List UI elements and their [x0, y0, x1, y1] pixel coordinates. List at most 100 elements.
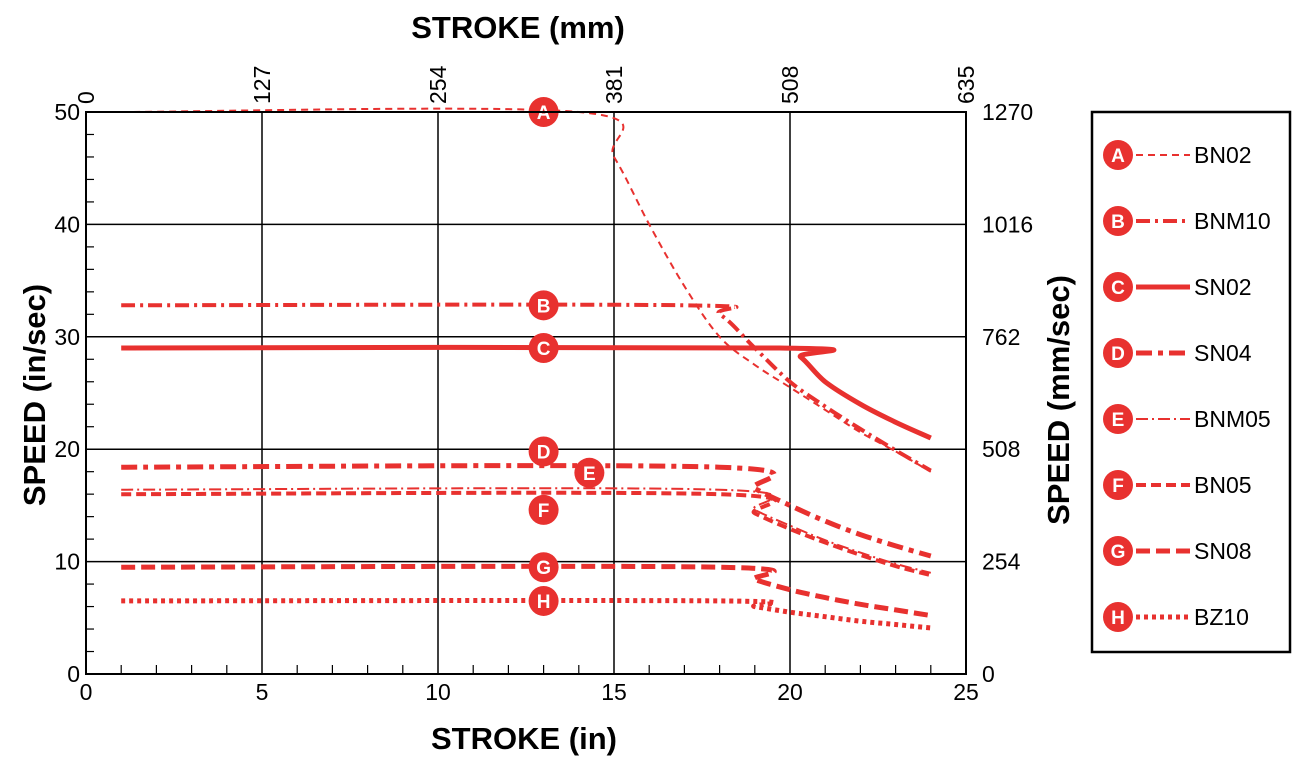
x-axis-title-bottom: STROKE (in) [431, 721, 617, 756]
plot-frame [85, 111, 967, 675]
series-line-bn05 [121, 490, 932, 578]
x-tick-label-top: 635 [953, 66, 979, 104]
series-line-bnm05 [121, 487, 932, 574]
series-badge-b-circle [528, 290, 559, 321]
x-tick-label: 20 [777, 679, 803, 705]
y-tick-label-right: 1016 [982, 211, 1033, 237]
series-badge-g-letter: G [536, 558, 551, 579]
y-tick-label-right: 762 [982, 324, 1020, 350]
y-tick-label-left: 0 [67, 661, 80, 687]
series-line-sn04 [121, 463, 932, 559]
x-tick-label: 0 [80, 679, 93, 705]
series-line-sn02 [121, 344, 932, 441]
x-tick-label: 25 [953, 679, 979, 705]
legend-badge-a: A [1103, 140, 1133, 170]
y-tick-label-right: 254 [982, 549, 1021, 575]
grid [86, 112, 966, 674]
y-axis-title-right: SPEED (mm/sec) [1041, 275, 1076, 525]
series-badge-c-circle [528, 333, 559, 364]
series-line-bz10 [121, 598, 932, 631]
series-badge-f-letter: F [538, 501, 550, 522]
x-tick-label-top: 508 [777, 66, 803, 104]
series-badge-h-letter: H [537, 592, 551, 613]
x-tick-label-top: 381 [601, 66, 627, 104]
legend-badge-f-circle [1103, 470, 1133, 500]
series-lines [121, 107, 932, 631]
x-tick-label: 10 [425, 679, 451, 705]
y-tick-label-left: 50 [54, 99, 80, 125]
legend-badge-c-letter: C [1111, 278, 1125, 299]
legend-label-sn08: SN08 [1194, 538, 1252, 564]
legend-label-sn04: SN04 [1194, 340, 1252, 366]
legend-label-bnm05: BNM05 [1194, 406, 1271, 432]
legend-badge-h-letter: H [1111, 608, 1125, 629]
series-badge-d-circle [528, 436, 559, 467]
legend-label-bz10: BZ10 [1194, 604, 1249, 630]
series-badge-d: D [528, 436, 559, 467]
x-tick-label: 5 [256, 679, 269, 705]
series-badge-g: G [528, 552, 559, 583]
y-tick-label-right: 508 [982, 436, 1020, 462]
legend-badge-g: G [1103, 536, 1133, 566]
legend-badge-f: F [1103, 470, 1133, 500]
legend-badge-d-letter: D [1111, 344, 1125, 365]
series-badge-b: B [528, 290, 559, 321]
series-badge-h-circle [528, 585, 559, 616]
tick-labels: 0 5 10 15 20 25010203040500254508762101612700… [54, 65, 1033, 705]
legend-badge-h: H [1103, 602, 1133, 632]
series-badge-f: F [528, 494, 559, 525]
x-axis-title-top: STROKE (mm) [411, 10, 625, 45]
y-axis-title-left: SPEED (in/sec) [17, 284, 52, 506]
series-line-sn08 [121, 563, 932, 619]
y-tick-label-right: 1270 [982, 99, 1033, 125]
legend-badge-h-circle [1103, 602, 1133, 632]
legend: A BN02 B BNM10 C SN02 D SN04 E BNM05 F BN05 G SN08 H BZ… [1090, 110, 1292, 654]
legend-badge-a-letter: A [1111, 146, 1125, 167]
series-badge-c-letter: C [537, 339, 551, 360]
legend-label-bn05: BN05 [1194, 472, 1252, 498]
minor-ticks [86, 133, 932, 674]
legend-badge-b-letter: B [1111, 212, 1125, 233]
legend-badge-g-letter: G [1111, 542, 1126, 563]
legend-badge-f-letter: F [1112, 476, 1124, 497]
series-badge-h: H [528, 585, 559, 616]
y-tick-label-left: 20 [54, 436, 80, 462]
series-badge-e-circle [574, 457, 605, 488]
series-line-bnm10 [121, 302, 932, 473]
x-tick-label: 15 [601, 679, 627, 705]
series-badge-f-circle [528, 494, 559, 525]
x-tick-label-top: 254 [425, 65, 451, 104]
series-badge-e: E [574, 457, 605, 488]
y-tick-label-left: 30 [54, 324, 80, 350]
legend-badge-e: E [1103, 404, 1133, 434]
legend-label-sn02: SN02 [1194, 274, 1252, 300]
y-tick-label-left: 40 [54, 211, 80, 237]
series-line-bn02 [121, 107, 932, 473]
legend-badge-g-circle [1103, 536, 1133, 566]
legend-badge-a-circle [1103, 140, 1133, 170]
legend-badge-e-letter: E [1112, 410, 1125, 431]
series-badge-c: C [528, 333, 559, 364]
legend-box [1090, 110, 1292, 654]
legend-badge-c-circle [1103, 272, 1133, 302]
legend-badge-b-circle [1103, 206, 1133, 236]
series-badge-b-letter: B [537, 296, 551, 317]
legend-badge-d: D [1103, 338, 1133, 368]
legend-label-bn02: BN02 [1194, 142, 1252, 168]
series-badge-g-circle [528, 552, 559, 583]
x-tick-label-top: 127 [249, 66, 275, 104]
legend-badge-b: B [1103, 206, 1133, 236]
legend-badge-e-circle [1103, 404, 1133, 434]
series-badge-e-letter: E [583, 464, 596, 485]
series-badge-a-letter: A [537, 103, 551, 124]
series-badges: A B C D E F GH [528, 97, 605, 616]
legend-items: A BN02 B BNM10 C SN02 D SN04 E BNM05 F BN05 G SN08 H BZ… [1103, 140, 1271, 632]
y-tick-label-left: 10 [54, 549, 80, 575]
y-tick-label-right: 0 [982, 661, 995, 687]
x-tick-label-top: 0 [73, 91, 99, 104]
legend-label-bnm10: BNM10 [1194, 208, 1271, 234]
series-badge-d-letter: D [537, 442, 551, 463]
legend-badge-d-circle [1103, 338, 1133, 368]
legend-badge-c: C [1103, 272, 1133, 302]
